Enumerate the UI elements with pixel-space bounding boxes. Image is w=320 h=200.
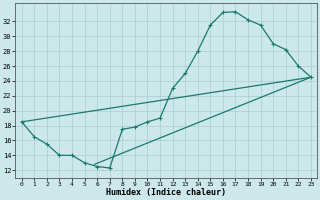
X-axis label: Humidex (Indice chaleur): Humidex (Indice chaleur) (106, 188, 226, 197)
